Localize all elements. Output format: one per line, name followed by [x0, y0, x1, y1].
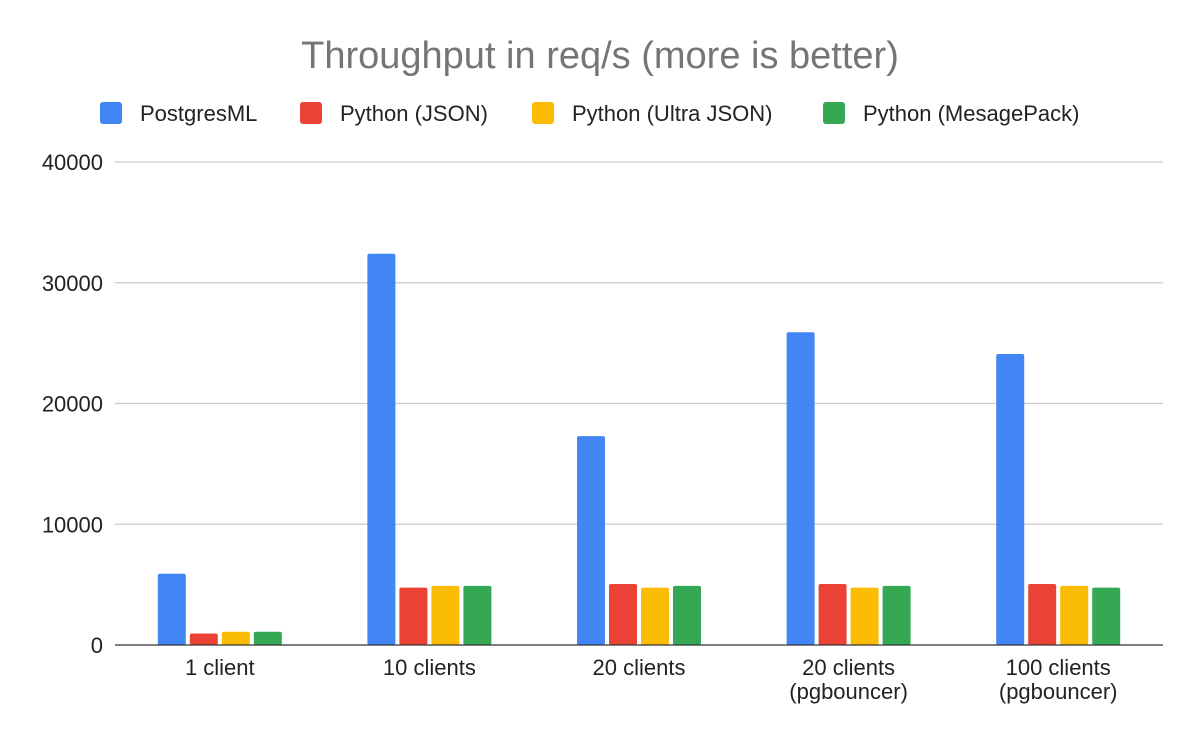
bar-python-ultra-json: [1060, 585, 1089, 645]
bar-python-mesagepack: [882, 585, 911, 645]
bar-python-mesagepack: [673, 585, 701, 645]
x-tick-label: 100 clients (pgbouncer): [999, 655, 1118, 704]
bar-python-mesagepack: [463, 585, 492, 645]
bar-postgresml: [577, 436, 605, 645]
bar-python-mesagepack: [253, 631, 282, 645]
legend-item: PostgresML: [100, 101, 257, 126]
bar-postgresml: [996, 353, 1025, 645]
bars: [157, 253, 1121, 645]
legend-label: Python (MesagePack): [863, 101, 1079, 126]
bar-postgresml: [786, 332, 815, 645]
x-tick-label-line: 1 client: [185, 655, 255, 680]
x-tick-label: 20 clients: [593, 655, 686, 680]
legend-item: Python (MesagePack): [823, 101, 1079, 126]
bar-postgresml: [157, 573, 186, 645]
gridlines: [115, 161, 1163, 525]
y-tick-label: 40000: [42, 150, 103, 175]
bar-python-json: [189, 633, 218, 645]
legend-item: Python (JSON): [300, 101, 488, 126]
legend-swatch: [823, 102, 845, 124]
legend-label: Python (Ultra JSON): [572, 101, 773, 126]
x-tick-label-line: 10 clients: [383, 655, 476, 680]
bar-python-ultra-json: [850, 587, 879, 645]
x-tick-label: 1 client: [185, 655, 255, 680]
legend-swatch: [100, 102, 122, 124]
x-tick-label-line: 20 clients: [802, 655, 895, 680]
legend-swatch: [532, 102, 554, 124]
legend-label: Python (JSON): [340, 101, 488, 126]
x-axis: 1 client 10 clients 20 clients 20 clients (p…: [115, 644, 1163, 704]
y-tick-label: 0: [91, 633, 103, 658]
legend-item: Python (Ultra JSON): [532, 101, 773, 126]
y-tick-label: 10000: [42, 512, 103, 537]
x-tick-label: 10 clients: [383, 655, 476, 680]
y-axis: 0 10000 20000 30000 40000: [42, 150, 103, 658]
y-tick-label: 20000: [42, 392, 103, 417]
chart-title: Throughput in req/s (more is better): [301, 35, 899, 77]
bar-python-ultra-json: [641, 587, 669, 645]
x-tick-label-line: (pgbouncer): [999, 679, 1118, 704]
x-tick-label-line: 100 clients: [1006, 655, 1111, 680]
bar-python-json: [818, 584, 847, 645]
bar-python-json: [399, 587, 428, 645]
bar-python-json: [1028, 584, 1057, 645]
x-tick-label: 20 clients (pgbouncer): [789, 655, 908, 704]
legend-label: PostgresML: [140, 101, 257, 126]
y-tick-label: 30000: [42, 271, 103, 296]
bar-postgresml: [367, 253, 396, 645]
x-tick-label-line: (pgbouncer): [789, 679, 908, 704]
bar-python-ultra-json: [221, 631, 250, 645]
bar-python-json: [609, 584, 637, 645]
x-tick-label-line: 20 clients: [593, 655, 686, 680]
bar-python-ultra-json: [431, 585, 460, 645]
bar-python-mesagepack: [1092, 587, 1121, 645]
legend-swatch: [300, 102, 322, 124]
legend: PostgresML Python (JSON) Python (Ultra JSO…: [100, 101, 1079, 126]
